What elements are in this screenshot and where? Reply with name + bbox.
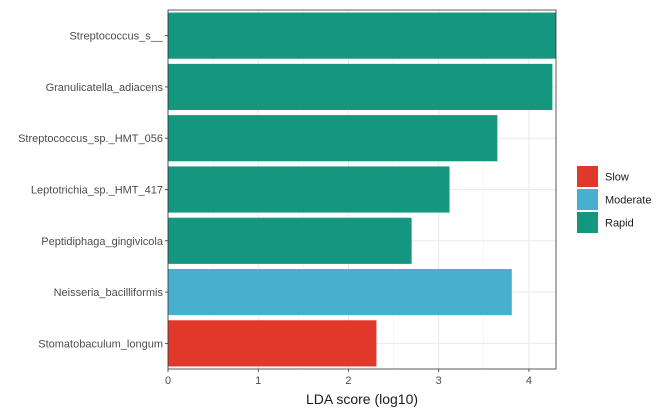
y-tick-label: Neisseria_bacilliformis — [54, 287, 164, 299]
y-tick-label: Stomatobaculum_longum — [38, 338, 163, 350]
x-axis: 0 1 2 3 4 — [165, 369, 532, 387]
bar-granulicatella-adiacens — [168, 63, 553, 111]
legend-label-moderate: Moderate — [605, 195, 651, 207]
x-tick-label: 1 — [255, 375, 261, 387]
bar-stomatobaculum-longum — [168, 320, 377, 367]
y-tick-label: Streptococcus_sp._HMT_056 — [18, 133, 163, 145]
bar-peptidiphaga-gingivicola — [168, 217, 412, 264]
legend-label-slow: Slow — [605, 172, 629, 184]
legend-key-moderate — [577, 189, 598, 210]
y-tick-label: Granulicatella_adiacens — [46, 82, 164, 94]
bar-leptotrichia-sp-hmt-417 — [168, 166, 450, 213]
legend-label-rapid: Rapid — [605, 218, 634, 230]
bar-streptococcus-s — [168, 12, 556, 59]
y-tick-label: Peptidiphaga_gingivicola — [41, 236, 164, 248]
x-tick-label: 3 — [436, 375, 442, 387]
x-tick-label: 2 — [345, 375, 351, 387]
x-tick-label: 0 — [165, 375, 171, 387]
x-tick-label: 4 — [526, 375, 532, 387]
y-tick-label: Streptococcus_s__ — [69, 31, 163, 43]
y-axis: Streptococcus_s__ Granulicatella_adiacens… — [18, 31, 168, 350]
legend-key-slow — [577, 166, 598, 187]
bar-neisseria-bacilliformis — [168, 268, 512, 316]
bars — [168, 12, 556, 367]
y-tick-label: Leptotrichia_sp._HMT_417 — [31, 185, 163, 197]
x-axis-title: LDA score (log10) — [306, 391, 418, 407]
bar-streptococcus-sp-hmt-056 — [168, 115, 498, 162]
legend: Slow Moderate Rapid — [577, 166, 651, 233]
legend-key-rapid — [577, 212, 598, 233]
